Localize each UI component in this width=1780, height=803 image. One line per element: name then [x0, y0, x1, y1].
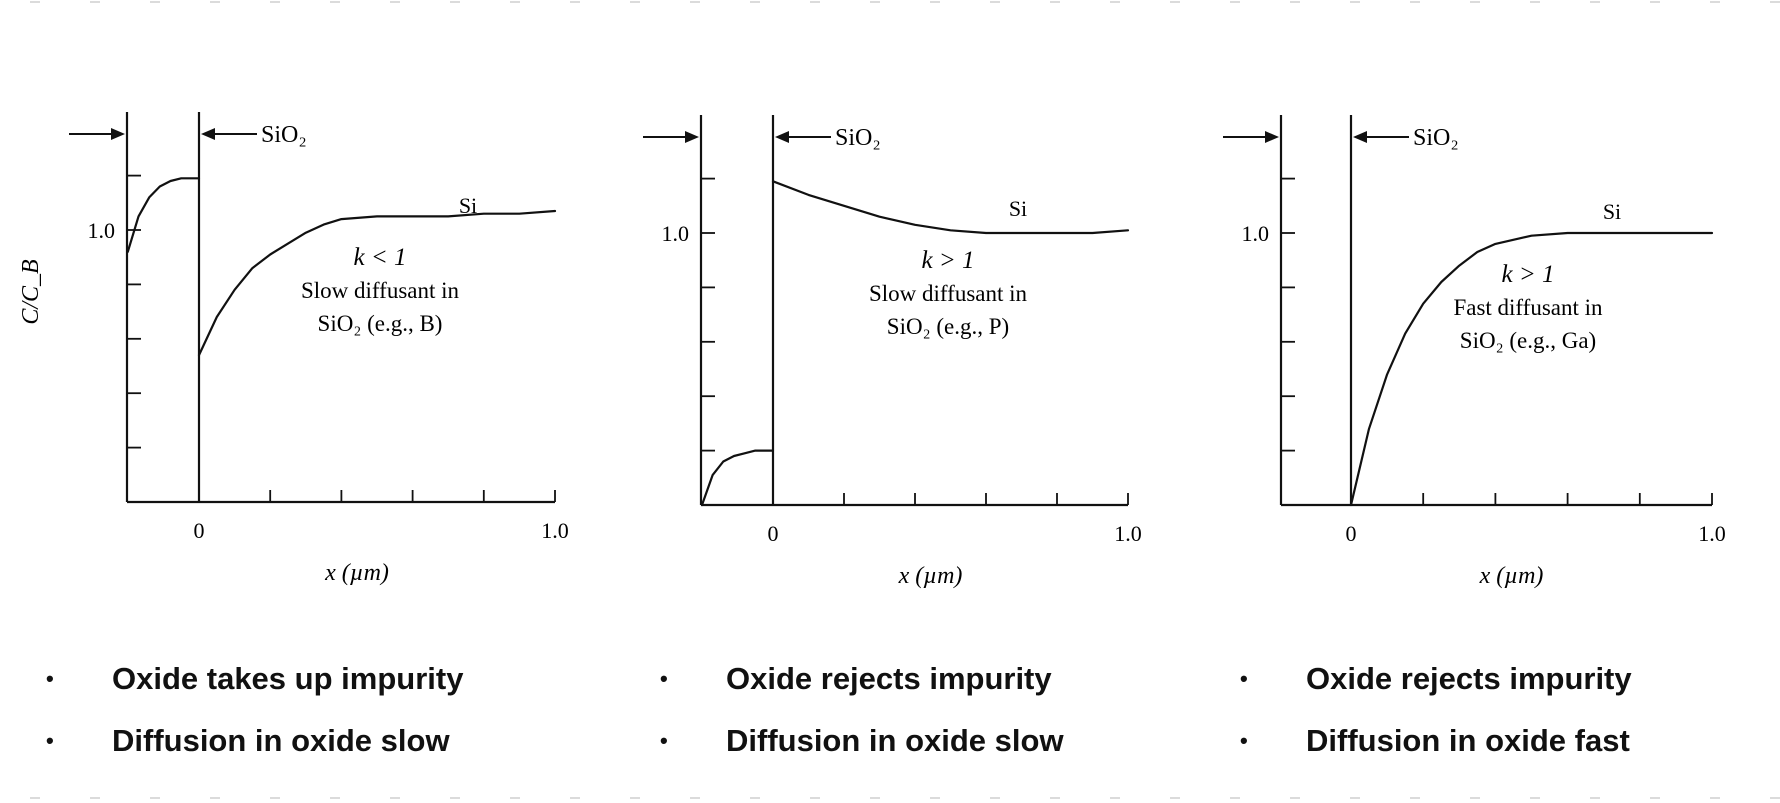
sio2-label: SiO₂ [261, 122, 307, 148]
x-tick-label: 1.0 [1114, 521, 1142, 546]
concentration-curve-2 [771, 180, 1130, 235]
annotation-line: Fast diffusant in [1453, 295, 1603, 320]
concentration-curve-1 [1349, 231, 1714, 507]
bullet-text: Diffusion in oxide slow [726, 723, 1064, 758]
k-label: k > 1 [1502, 261, 1555, 288]
x-tick-label: 0 [1346, 521, 1357, 546]
bullet-text: Oxide rejects impurity [726, 661, 1052, 696]
bullet-text: Diffusion in oxide slow [112, 723, 450, 758]
slide-edge-marks [30, 1, 1780, 799]
arrow-head [111, 128, 125, 140]
arrow-head [775, 131, 789, 143]
bullet-dot: • [46, 728, 54, 753]
si-label: Si [1603, 199, 1621, 224]
annotation-line: Slow diffusant in [301, 278, 460, 303]
x-tick-label: 1.0 [541, 518, 569, 543]
y-axis-label: C/C_B [18, 259, 44, 325]
chart-panel-1: 0 1.0 1.0 x (µm) C/C_B SiO₂ Si k < 1 Slow diffus… [18, 112, 569, 586]
x-tick-label: 0 [194, 518, 205, 543]
bullet-text: Oxide rejects impurity [1306, 661, 1632, 696]
annotation-line: SiO₂ (e.g., Ga) [1460, 328, 1596, 353]
bullet-dot: • [1240, 666, 1248, 691]
arrow-head [1353, 131, 1367, 143]
chart-panel-2: 0 1.0 1.0 x (µm) SiO₂ Si k > 1 Slow diffusant i… [643, 115, 1142, 589]
concentration-curve-1 [126, 177, 201, 253]
annotation-line: Slow diffusant in [869, 281, 1028, 306]
x-axis-label: x (µm) [324, 560, 389, 586]
bullet-dot: • [660, 728, 668, 753]
si-label: Si [459, 193, 477, 218]
bullet-text: Oxide takes up impurity [112, 661, 464, 696]
x-tick-label: 0 [768, 521, 779, 546]
y-tick-label: 1.0 [1242, 221, 1270, 246]
bullet-dot: • [1240, 728, 1248, 753]
concentration-curve-2 [197, 209, 557, 357]
annotation-line: SiO₂ (e.g., P) [887, 314, 1009, 339]
y-tick-label: 1.0 [88, 218, 116, 243]
arrow-head [1265, 131, 1279, 143]
sio2-label: SiO₂ [835, 125, 881, 151]
bullet-text: Diffusion in oxide fast [1306, 723, 1630, 758]
x-tick-label: 1.0 [1698, 521, 1726, 546]
bullet-dot: • [46, 666, 54, 691]
sio2-label: SiO₂ [1413, 125, 1459, 151]
chart-panel-3: 0 1.0 1.0 x (µm) SiO₂ Si k > 1 Fast diffusant i… [1223, 115, 1726, 589]
k-label: k > 1 [922, 247, 975, 274]
x-axis-label: x (µm) [1479, 563, 1544, 589]
k-label: k < 1 [354, 244, 407, 271]
concentration-curve-1 [700, 449, 775, 507]
bullet-dot: • [660, 666, 668, 691]
y-tick-label: 1.0 [662, 221, 690, 246]
si-label: Si [1009, 196, 1027, 221]
x-axis-label: x (µm) [898, 563, 963, 589]
arrow-head [685, 131, 699, 143]
arrow-head [201, 128, 215, 140]
annotation-line: SiO₂ (e.g., B) [318, 311, 443, 336]
